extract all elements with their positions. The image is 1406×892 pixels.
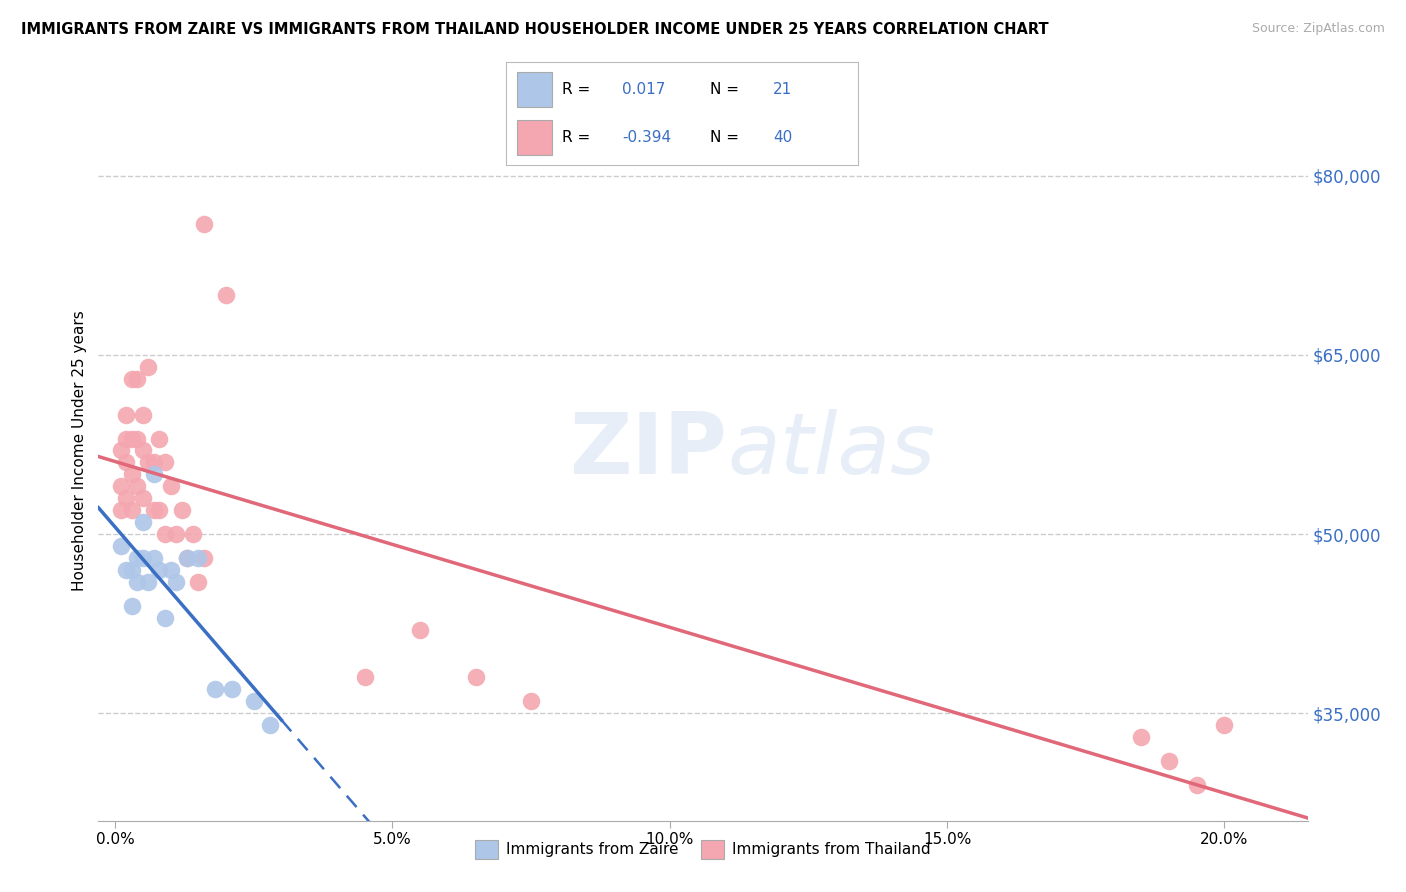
Point bbox=[193, 217, 215, 231]
Point bbox=[221, 682, 243, 697]
Point bbox=[181, 527, 204, 541]
Point bbox=[132, 515, 155, 529]
Point bbox=[127, 432, 149, 446]
Point bbox=[165, 527, 187, 541]
Text: 21: 21 bbox=[773, 81, 793, 96]
Point bbox=[153, 455, 176, 469]
Point bbox=[110, 503, 132, 517]
Text: Source: ZipAtlas.com: Source: ZipAtlas.com bbox=[1251, 22, 1385, 36]
Point bbox=[170, 503, 193, 517]
Point bbox=[159, 479, 181, 493]
Point bbox=[153, 610, 176, 624]
Point bbox=[138, 455, 160, 469]
Point bbox=[353, 670, 375, 684]
Bar bbox=[517, 120, 551, 155]
Point bbox=[110, 479, 132, 493]
Point bbox=[215, 288, 238, 302]
Point bbox=[187, 574, 209, 589]
Point bbox=[142, 467, 165, 482]
Point bbox=[176, 550, 198, 565]
Point bbox=[121, 372, 143, 386]
Point bbox=[115, 491, 138, 506]
Point bbox=[115, 455, 138, 469]
Text: -0.394: -0.394 bbox=[621, 130, 671, 145]
Text: R =: R = bbox=[562, 130, 591, 145]
Point bbox=[1130, 730, 1153, 744]
Point bbox=[259, 718, 281, 732]
Point bbox=[409, 623, 432, 637]
Point bbox=[110, 443, 132, 458]
Point bbox=[121, 467, 143, 482]
Text: R =: R = bbox=[562, 81, 591, 96]
Point bbox=[127, 550, 149, 565]
Point bbox=[159, 563, 181, 577]
Point bbox=[121, 563, 143, 577]
Point bbox=[187, 550, 209, 565]
Point bbox=[153, 527, 176, 541]
Point bbox=[115, 432, 138, 446]
Point bbox=[1213, 718, 1236, 732]
Point bbox=[127, 574, 149, 589]
Point bbox=[142, 455, 165, 469]
Text: 0.017: 0.017 bbox=[621, 81, 665, 96]
Text: N =: N = bbox=[710, 81, 740, 96]
Point bbox=[148, 503, 170, 517]
Point bbox=[1185, 778, 1208, 792]
Point bbox=[115, 408, 138, 422]
Point bbox=[127, 372, 149, 386]
Point bbox=[464, 670, 486, 684]
Text: 40: 40 bbox=[773, 130, 793, 145]
Legend: Immigrants from Zaire, Immigrants from Thailand: Immigrants from Zaire, Immigrants from T… bbox=[470, 834, 936, 865]
Point bbox=[110, 539, 132, 553]
Point bbox=[148, 563, 170, 577]
Point bbox=[142, 503, 165, 517]
Point bbox=[115, 563, 138, 577]
Point bbox=[520, 694, 543, 708]
Point bbox=[132, 443, 155, 458]
Point bbox=[121, 503, 143, 517]
Point bbox=[121, 432, 143, 446]
Point bbox=[1157, 754, 1180, 768]
Point bbox=[132, 408, 155, 422]
Point bbox=[165, 574, 187, 589]
Point bbox=[242, 694, 264, 708]
Point bbox=[132, 550, 155, 565]
Point bbox=[176, 550, 198, 565]
Y-axis label: Householder Income Under 25 years: Householder Income Under 25 years bbox=[72, 310, 87, 591]
Text: atlas: atlas bbox=[727, 409, 935, 492]
Text: IMMIGRANTS FROM ZAIRE VS IMMIGRANTS FROM THAILAND HOUSEHOLDER INCOME UNDER 25 YE: IMMIGRANTS FROM ZAIRE VS IMMIGRANTS FROM… bbox=[21, 22, 1049, 37]
Point bbox=[138, 574, 160, 589]
Point bbox=[204, 682, 226, 697]
Bar bbox=[517, 71, 551, 106]
Point bbox=[121, 599, 143, 613]
Point bbox=[142, 550, 165, 565]
Text: ZIP: ZIP bbox=[569, 409, 727, 492]
Point bbox=[127, 479, 149, 493]
Point bbox=[193, 550, 215, 565]
Point bbox=[148, 432, 170, 446]
Point bbox=[138, 359, 160, 374]
Point bbox=[132, 491, 155, 506]
Text: N =: N = bbox=[710, 130, 740, 145]
